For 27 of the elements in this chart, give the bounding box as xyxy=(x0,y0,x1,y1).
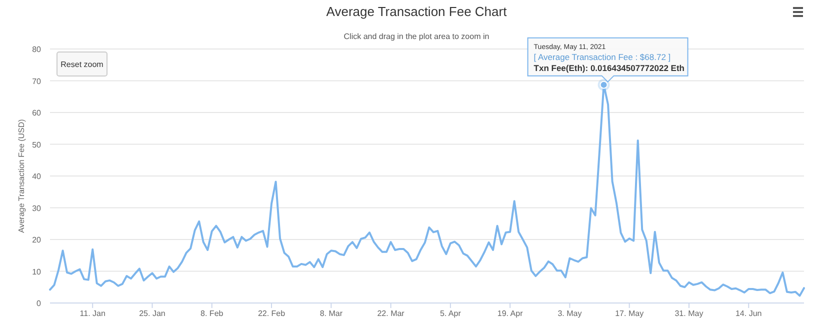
x-tick-label: 19. Apr xyxy=(497,309,524,318)
y-tick-label: 20 xyxy=(32,236,42,244)
x-tick-label: 11. Jan xyxy=(80,309,106,318)
annotation: Reset zoom xyxy=(60,60,104,69)
x-tick-label: 5. Apr xyxy=(440,309,462,318)
y-tick-label: 0 xyxy=(36,299,42,308)
x-tick-label: 8. Feb xyxy=(200,309,224,318)
x-tick-label: 22. Mar xyxy=(377,309,405,318)
y-tick-label: 30 xyxy=(32,204,42,213)
chart-title: Average Transaction Fee Chart xyxy=(326,4,508,19)
chart-subtitle: Click and drag in the plot area to zoom in xyxy=(344,32,490,41)
y-tick-label: 50 xyxy=(32,140,42,150)
y-tick-label: 10 xyxy=(32,267,42,276)
x-tick-label: 25. Jan xyxy=(139,309,166,318)
y-axis-title: Average Transaction Fee (USD) xyxy=(17,118,26,233)
y-tick-label: 40 xyxy=(32,172,42,181)
y-tick-label: 60 xyxy=(32,108,42,118)
y-tick-label: 80 xyxy=(32,45,42,54)
x-tick-label: 31. May xyxy=(674,309,704,318)
annotation: Txn Fee(Eth): 0.016434507772022 Eth xyxy=(534,62,685,73)
x-tick-label: 14. Jun xyxy=(735,309,762,318)
x-tick-label: 22. Feb xyxy=(258,309,286,318)
y-tick-label: 70 xyxy=(32,76,42,86)
x-tick-label: 17. May xyxy=(615,309,644,318)
x-tick-label: 3. May xyxy=(558,309,582,318)
x-tick-label: 8. Mar xyxy=(320,309,343,318)
annotation: [ Average Transaction Fee : $68.72 ] xyxy=(534,52,671,62)
